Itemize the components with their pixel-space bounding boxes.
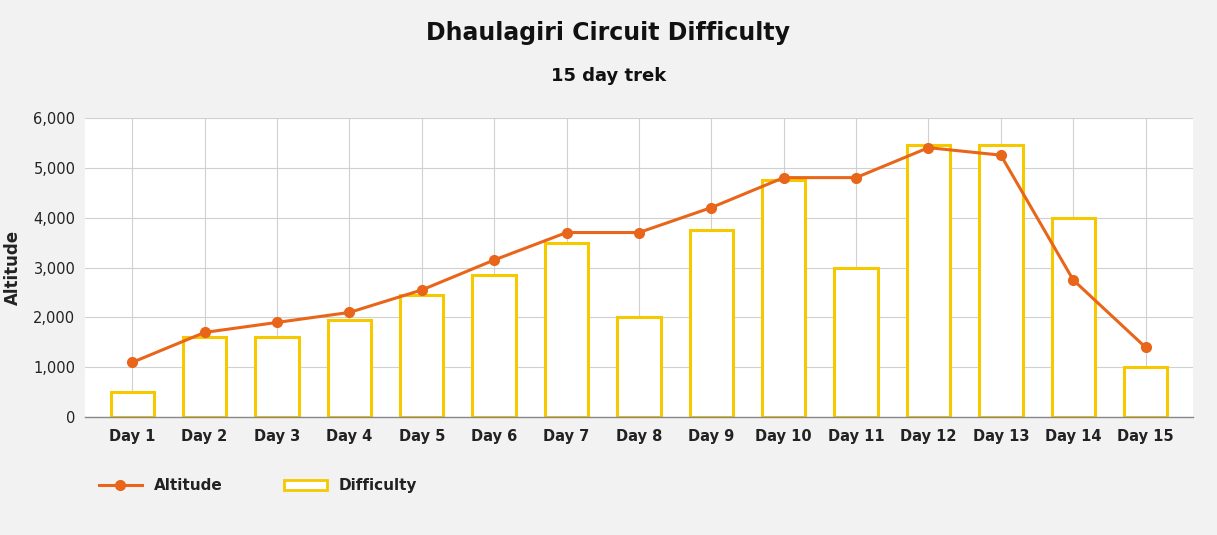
Bar — [400, 295, 443, 417]
Bar — [690, 230, 733, 417]
Text: Dhaulagiri Circuit Difficulty: Dhaulagiri Circuit Difficulty — [426, 21, 791, 45]
Bar — [183, 338, 226, 417]
Bar — [617, 317, 661, 417]
Bar — [111, 392, 155, 417]
Bar — [1123, 368, 1167, 417]
Text: 15 day trek: 15 day trek — [551, 67, 666, 85]
Bar — [256, 338, 298, 417]
Bar — [545, 242, 588, 417]
Bar — [907, 145, 950, 417]
Bar — [327, 320, 371, 417]
Y-axis label: Altitude: Altitude — [4, 230, 22, 305]
Legend: Altitude, Difficulty: Altitude, Difficulty — [92, 472, 424, 500]
Bar — [835, 268, 877, 417]
Bar — [1051, 218, 1095, 417]
Bar — [762, 180, 806, 417]
Bar — [472, 275, 516, 417]
Bar — [980, 145, 1022, 417]
